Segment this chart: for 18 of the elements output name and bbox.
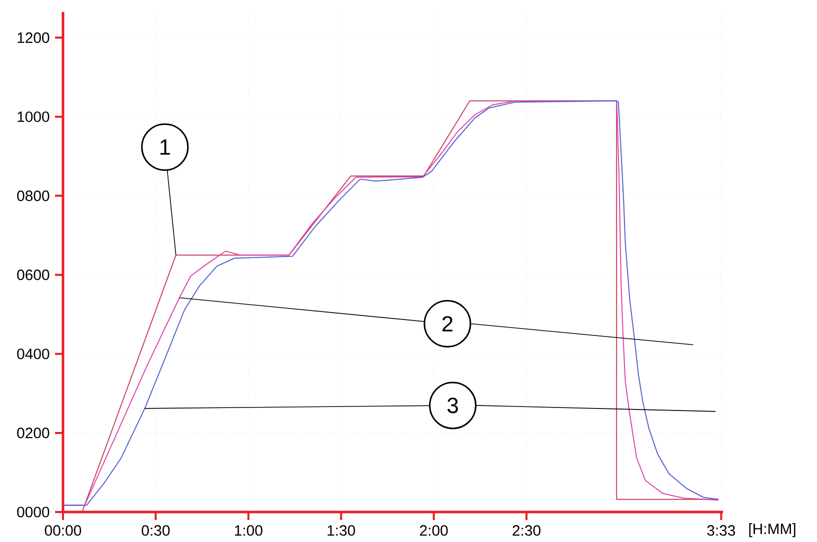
x-tick-label: 1:00 [234, 525, 262, 536]
annotation: 3 [447, 398, 458, 414]
x-tick-label: 2:00 [420, 525, 448, 536]
y-tick-label: 1200 [18, 32, 50, 43]
x-tick-label: 3:33 [707, 525, 736, 536]
annotation: 1 [160, 140, 170, 155]
y-tick-label: 0000 [17, 506, 50, 518]
y-tick-label: 0600 [17, 270, 50, 280]
x-tick-label: 0:30 [142, 525, 170, 536]
x-tick-label: 2:30 [512, 525, 540, 536]
y-tick-label: 1000 [18, 111, 50, 122]
y-tick-label: 0800 [17, 190, 50, 202]
y-tick-label: 0200 [17, 428, 50, 438]
y-tick-label: 0400 [17, 348, 50, 360]
annotation: 2 [442, 316, 452, 332]
x-tick-label: 1:30 [328, 525, 356, 536]
x-axis-title: [H:MM] [749, 523, 796, 538]
x-tick-label: 00:00 [44, 525, 82, 536]
